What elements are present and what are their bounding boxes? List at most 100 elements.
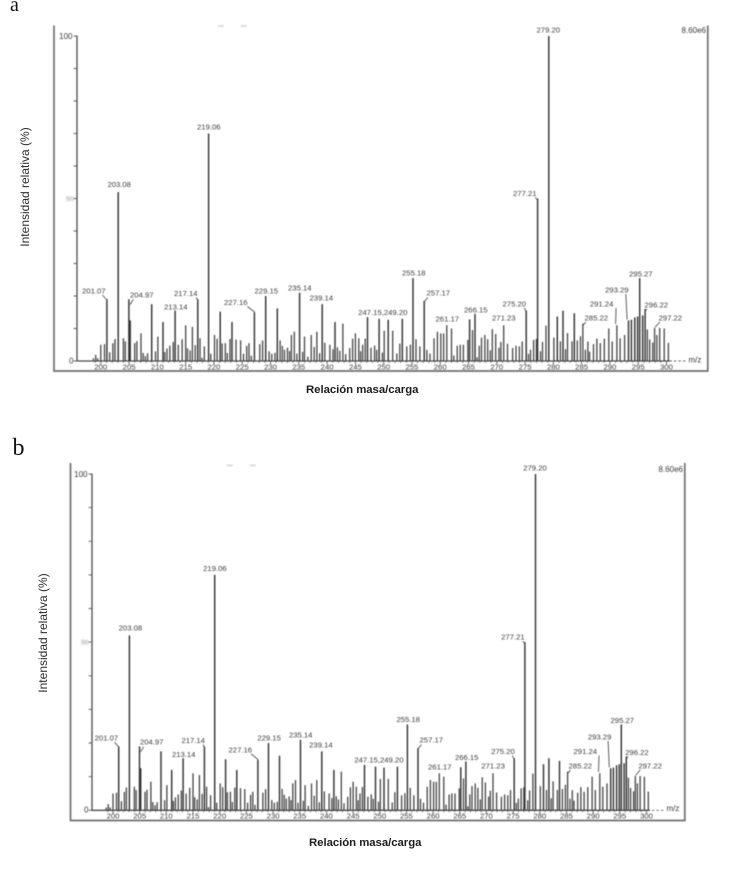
svg-text:201.07: 201.07 <box>82 287 106 296</box>
svg-text:230: 230 <box>264 362 277 371</box>
svg-text:235: 235 <box>293 812 306 821</box>
svg-text:261.17: 261.17 <box>428 762 452 771</box>
svg-text:220: 220 <box>207 362 220 371</box>
svg-text:229.15: 229.15 <box>255 287 279 296</box>
svg-text:295.27: 295.27 <box>629 270 653 279</box>
svg-text:245: 245 <box>347 812 360 821</box>
svg-text:279.20: 279.20 <box>523 463 547 472</box>
svg-text:296.22: 296.22 <box>645 301 669 310</box>
svg-text:261.17: 261.17 <box>436 315 460 324</box>
svg-text:213.14: 213.14 <box>172 750 196 759</box>
svg-text:210: 210 <box>160 812 173 821</box>
svg-text:255: 255 <box>400 812 413 821</box>
svg-text:250: 250 <box>373 812 386 821</box>
svg-text:270: 270 <box>480 812 493 821</box>
svg-text:271.23: 271.23 <box>492 314 516 323</box>
svg-text:240: 240 <box>321 362 334 371</box>
svg-text:295.27: 295.27 <box>611 716 635 725</box>
svg-text:235.14: 235.14 <box>289 730 313 739</box>
svg-text:260: 260 <box>434 362 447 371</box>
svg-text:217.14: 217.14 <box>181 736 205 745</box>
svg-text:293.29: 293.29 <box>605 286 629 295</box>
svg-text:295: 295 <box>632 362 645 371</box>
svg-text:215: 215 <box>187 812 200 821</box>
svg-text:230: 230 <box>267 812 280 821</box>
svg-text:279.20: 279.20 <box>537 26 561 35</box>
svg-text:290: 290 <box>603 362 616 371</box>
svg-text:239.14: 239.14 <box>309 741 333 750</box>
svg-text:215: 215 <box>179 362 192 371</box>
svg-text:225: 225 <box>240 812 253 821</box>
svg-text:50: 50 <box>66 196 74 203</box>
svg-text:293.29: 293.29 <box>588 732 612 741</box>
svg-text:m/z: m/z <box>689 356 702 365</box>
svg-text:295: 295 <box>613 812 626 821</box>
svg-text:280: 280 <box>547 362 560 371</box>
svg-text:291.24: 291.24 <box>590 300 614 309</box>
svg-text:229.15: 229.15 <box>257 734 281 743</box>
svg-text:270: 270 <box>490 362 503 371</box>
svg-text:201.07: 201.07 <box>95 734 119 743</box>
svg-text:204.97: 204.97 <box>130 291 154 300</box>
svg-text:277.21: 277.21 <box>513 189 537 198</box>
svg-text:277.21: 277.21 <box>501 633 525 642</box>
svg-text:255: 255 <box>405 362 418 371</box>
svg-text:8.60e6: 8.60e6 <box>682 26 707 35</box>
svg-text:297.22: 297.22 <box>659 314 683 323</box>
svg-text:235: 235 <box>292 362 305 371</box>
svg-text:200: 200 <box>94 362 107 371</box>
svg-text:240: 240 <box>320 812 333 821</box>
svg-text:265: 265 <box>453 812 466 821</box>
svg-text:200: 200 <box>107 812 120 821</box>
svg-text:247.15,249.20: 247.15,249.20 <box>358 308 407 317</box>
svg-text:100: 100 <box>74 470 88 479</box>
svg-text:50: 50 <box>81 640 89 647</box>
svg-text:245: 245 <box>349 362 362 371</box>
svg-text:285: 285 <box>575 362 588 371</box>
svg-text:290: 290 <box>587 812 600 821</box>
svg-text:239.14: 239.14 <box>310 294 334 303</box>
svg-text:0: 0 <box>84 806 89 815</box>
svg-text:227.16: 227.16 <box>229 745 253 754</box>
svg-text:275: 275 <box>519 362 532 371</box>
svg-text:257.17: 257.17 <box>420 736 444 745</box>
svg-text:220: 220 <box>213 812 226 821</box>
svg-text:227.16: 227.16 <box>224 298 248 307</box>
svg-text:100: 100 <box>59 32 73 41</box>
svg-text:275: 275 <box>507 812 520 821</box>
svg-text:250: 250 <box>377 362 390 371</box>
svg-text:275.20: 275.20 <box>491 747 515 756</box>
svg-text:219.06: 219.06 <box>197 123 221 132</box>
svg-text:0: 0 <box>69 356 74 365</box>
svg-text:225: 225 <box>236 362 249 371</box>
svg-text:210: 210 <box>151 362 164 371</box>
svg-text:219.06: 219.06 <box>203 564 227 573</box>
svg-text:260: 260 <box>427 812 440 821</box>
svg-text:291.24: 291.24 <box>574 747 598 756</box>
svg-text:213.14: 213.14 <box>164 303 188 312</box>
svg-text:m/z: m/z <box>667 804 680 813</box>
svg-text:203.08: 203.08 <box>119 623 143 632</box>
svg-text:265: 265 <box>462 362 475 371</box>
svg-text:271.23: 271.23 <box>481 761 505 770</box>
svg-text:8.60e6: 8.60e6 <box>659 465 684 474</box>
svg-text:275.20: 275.20 <box>503 300 527 309</box>
svg-text:285.22: 285.22 <box>585 314 609 323</box>
svg-text:285.22: 285.22 <box>569 761 593 770</box>
svg-text:300: 300 <box>660 362 673 371</box>
svg-text:257.17: 257.17 <box>427 289 451 298</box>
svg-text:255.18: 255.18 <box>402 269 426 278</box>
svg-text:266.15: 266.15 <box>455 753 479 762</box>
svg-text:300: 300 <box>640 812 653 821</box>
svg-text:235.14: 235.14 <box>288 284 312 293</box>
svg-text:203.08: 203.08 <box>107 180 131 189</box>
svg-text:285: 285 <box>560 812 573 821</box>
svg-text:255.18: 255.18 <box>396 715 420 724</box>
svg-text:205: 205 <box>133 812 146 821</box>
svg-text:204.97: 204.97 <box>140 738 164 747</box>
svg-text:280: 280 <box>533 812 546 821</box>
svg-text:247.15,249.20: 247.15,249.20 <box>354 756 403 765</box>
svg-text:266.15: 266.15 <box>464 306 488 315</box>
svg-text:205: 205 <box>123 362 136 371</box>
svg-text:217.14: 217.14 <box>174 289 198 298</box>
